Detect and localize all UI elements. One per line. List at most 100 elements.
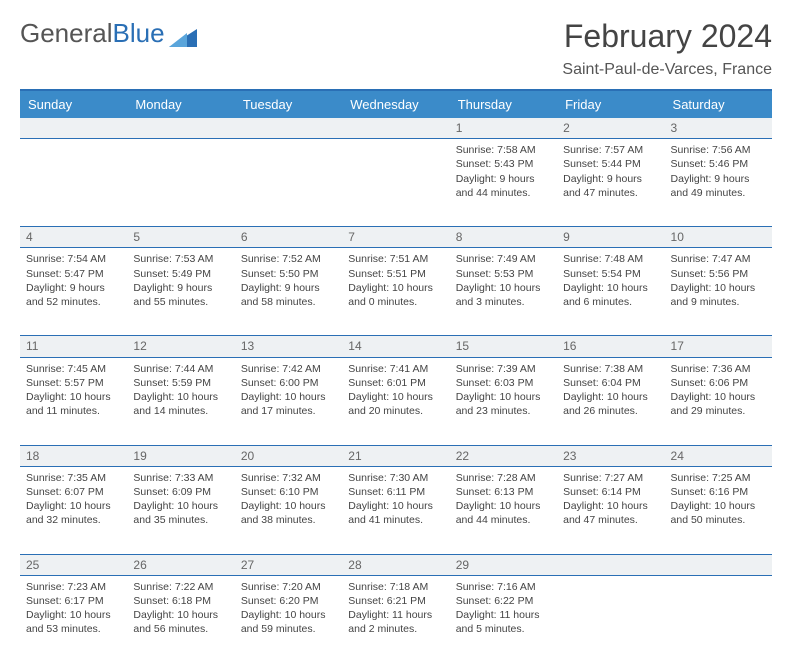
day-day2: and 44 minutes. [456, 513, 551, 527]
day-sunset: Sunset: 6:03 PM [456, 376, 551, 390]
day-day1: Daylight: 10 hours [348, 499, 443, 513]
day-sunset: Sunset: 6:11 PM [348, 485, 443, 499]
day-number-row: 11121314151617 [20, 336, 772, 357]
day-cell: Sunrise: 7:45 AMSunset: 5:57 PMDaylight:… [20, 357, 127, 445]
day-day1: Daylight: 10 hours [671, 390, 766, 404]
day-day1: Daylight: 10 hours [456, 281, 551, 295]
day-number: 27 [235, 554, 342, 575]
day-sunset: Sunset: 6:20 PM [241, 594, 336, 608]
day-sunrise: Sunrise: 7:47 AM [671, 252, 766, 266]
day-sunrise: Sunrise: 7:48 AM [563, 252, 658, 266]
logo-text-1: General [20, 18, 113, 49]
day-sunset: Sunset: 6:13 PM [456, 485, 551, 499]
day-sunset: Sunset: 6:18 PM [133, 594, 228, 608]
day-sunrise: Sunrise: 7:49 AM [456, 252, 551, 266]
day-day1: Daylight: 10 hours [26, 390, 121, 404]
day-sunrise: Sunrise: 7:38 AM [563, 362, 658, 376]
day-number: 2 [557, 118, 664, 139]
day-cell: Sunrise: 7:48 AMSunset: 5:54 PMDaylight:… [557, 248, 664, 336]
day-sunset: Sunset: 5:43 PM [456, 157, 551, 171]
day-cell: Sunrise: 7:20 AMSunset: 6:20 PMDaylight:… [235, 575, 342, 663]
day-number: 29 [450, 554, 557, 575]
day-number [235, 118, 342, 139]
day-sunset: Sunset: 6:00 PM [241, 376, 336, 390]
day-day2: and 56 minutes. [133, 622, 228, 636]
day-content-row: Sunrise: 7:54 AMSunset: 5:47 PMDaylight:… [20, 248, 772, 336]
day-sunrise: Sunrise: 7:28 AM [456, 471, 551, 485]
day-sunrise: Sunrise: 7:42 AM [241, 362, 336, 376]
day-cell: Sunrise: 7:42 AMSunset: 6:00 PMDaylight:… [235, 357, 342, 445]
day-day1: Daylight: 10 hours [563, 281, 658, 295]
day-sunrise: Sunrise: 7:25 AM [671, 471, 766, 485]
day-sunrise: Sunrise: 7:44 AM [133, 362, 228, 376]
day-day2: and 20 minutes. [348, 404, 443, 418]
day-cell: Sunrise: 7:22 AMSunset: 6:18 PMDaylight:… [127, 575, 234, 663]
day-day2: and 3 minutes. [456, 295, 551, 309]
day-day2: and 17 minutes. [241, 404, 336, 418]
day-sunrise: Sunrise: 7:16 AM [456, 580, 551, 594]
day-day2: and 47 minutes. [563, 186, 658, 200]
day-number: 11 [20, 336, 127, 357]
day-day2: and 0 minutes. [348, 295, 443, 309]
day-number [127, 118, 234, 139]
day-sunset: Sunset: 5:54 PM [563, 267, 658, 281]
page-title: February 2024 [562, 18, 772, 55]
weekday-header: Friday [557, 90, 664, 118]
day-sunset: Sunset: 6:22 PM [456, 594, 551, 608]
day-day1: Daylight: 9 hours [241, 281, 336, 295]
day-number: 18 [20, 445, 127, 466]
day-sunrise: Sunrise: 7:18 AM [348, 580, 443, 594]
day-day1: Daylight: 10 hours [563, 390, 658, 404]
day-sunrise: Sunrise: 7:53 AM [133, 252, 228, 266]
day-day1: Daylight: 9 hours [563, 172, 658, 186]
day-cell: Sunrise: 7:35 AMSunset: 6:07 PMDaylight:… [20, 466, 127, 554]
day-cell: Sunrise: 7:56 AMSunset: 5:46 PMDaylight:… [665, 139, 772, 227]
day-sunrise: Sunrise: 7:57 AM [563, 143, 658, 157]
day-sunrise: Sunrise: 7:23 AM [26, 580, 121, 594]
day-sunrise: Sunrise: 7:39 AM [456, 362, 551, 376]
day-cell: Sunrise: 7:44 AMSunset: 5:59 PMDaylight:… [127, 357, 234, 445]
day-sunrise: Sunrise: 7:51 AM [348, 252, 443, 266]
day-number [342, 118, 449, 139]
day-number-row: 2526272829 [20, 554, 772, 575]
day-cell: Sunrise: 7:36 AMSunset: 6:06 PMDaylight:… [665, 357, 772, 445]
day-number [557, 554, 664, 575]
day-day2: and 55 minutes. [133, 295, 228, 309]
day-day1: Daylight: 10 hours [133, 390, 228, 404]
day-cell: Sunrise: 7:32 AMSunset: 6:10 PMDaylight:… [235, 466, 342, 554]
day-day2: and 5 minutes. [456, 622, 551, 636]
day-number: 17 [665, 336, 772, 357]
day-number: 13 [235, 336, 342, 357]
day-number: 24 [665, 445, 772, 466]
day-day2: and 47 minutes. [563, 513, 658, 527]
day-day2: and 29 minutes. [671, 404, 766, 418]
day-sunrise: Sunrise: 7:27 AM [563, 471, 658, 485]
day-number: 8 [450, 227, 557, 248]
day-day1: Daylight: 10 hours [348, 390, 443, 404]
calendar-table: SundayMondayTuesdayWednesdayThursdayFrid… [20, 89, 772, 663]
day-sunrise: Sunrise: 7:56 AM [671, 143, 766, 157]
day-sunset: Sunset: 6:16 PM [671, 485, 766, 499]
day-cell: Sunrise: 7:53 AMSunset: 5:49 PMDaylight:… [127, 248, 234, 336]
day-cell: Sunrise: 7:16 AMSunset: 6:22 PMDaylight:… [450, 575, 557, 663]
day-day2: and 11 minutes. [26, 404, 121, 418]
day-day2: and 2 minutes. [348, 622, 443, 636]
day-sunrise: Sunrise: 7:54 AM [26, 252, 121, 266]
day-cell [20, 139, 127, 227]
day-cell: Sunrise: 7:18 AMSunset: 6:21 PMDaylight:… [342, 575, 449, 663]
day-sunset: Sunset: 6:21 PM [348, 594, 443, 608]
day-cell: Sunrise: 7:52 AMSunset: 5:50 PMDaylight:… [235, 248, 342, 336]
weekday-header: Wednesday [342, 90, 449, 118]
day-cell [557, 575, 664, 663]
day-day2: and 49 minutes. [671, 186, 766, 200]
day-day2: and 53 minutes. [26, 622, 121, 636]
day-number: 12 [127, 336, 234, 357]
day-sunset: Sunset: 6:17 PM [26, 594, 121, 608]
day-sunset: Sunset: 5:53 PM [456, 267, 551, 281]
day-number: 1 [450, 118, 557, 139]
day-number: 22 [450, 445, 557, 466]
day-number: 6 [235, 227, 342, 248]
day-number: 10 [665, 227, 772, 248]
day-sunrise: Sunrise: 7:52 AM [241, 252, 336, 266]
header: GeneralBlue February 2024 Saint-Paul-de-… [20, 18, 772, 79]
